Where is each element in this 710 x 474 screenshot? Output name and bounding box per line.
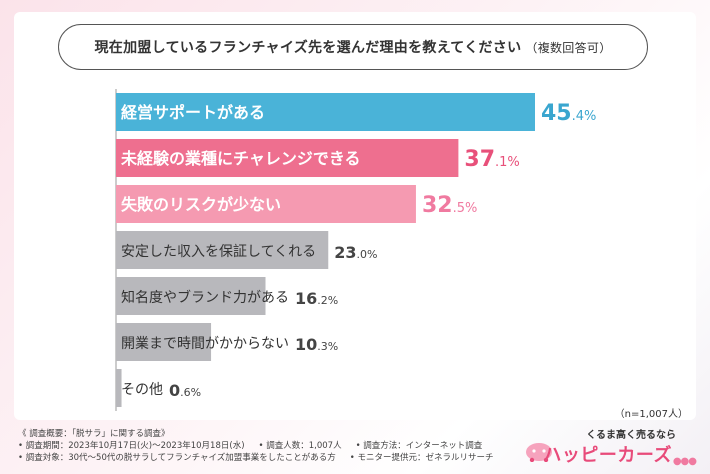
title-text: 現在加盟しているフランチャイズ先を選んだ理由を教えてください	[94, 40, 522, 56]
category-label-4: 安定した収入を保証してくれる	[121, 244, 316, 260]
survey-provider: • モニター提供元：ゼネラルリサーチ	[349, 453, 494, 463]
bar-4	[116, 231, 329, 269]
survey-target: • 調査対象：30代〜50代の脱サラしてフランチャイズ加盟事業をしたことがある方	[18, 453, 336, 463]
brand-logo: くるま高く売るなら ハッピーカーズ ●●●	[496, 426, 697, 470]
title-note: （複数回答可）	[525, 40, 612, 55]
value-label-1: 45.4%	[541, 101, 596, 126]
value-label-3: 32.5%	[422, 193, 477, 218]
survey-footer: 《 調査概要：「脱サラ」に関する調査》 • 調査期間：2023年10月17日(火…	[18, 428, 493, 464]
value-label-2: 37.1%	[464, 147, 519, 172]
sample-size-label: （n=1,007人）	[614, 409, 688, 420]
category-label-1: 経営サポートがある	[121, 103, 265, 122]
category-label-5: 知名度やブランド力がある	[121, 289, 289, 306]
value-label-7: 0.6%	[169, 381, 201, 400]
survey-method: • 調査方法：インターネット調査	[355, 441, 483, 451]
category-label-3: 失敗のリスクが少ない	[121, 195, 281, 214]
value-label-4: 23.0%	[334, 243, 377, 262]
logo-brand: ハッピーカーズ	[543, 445, 672, 466]
chart-title: 現在加盟しているフランチャイズ先を選んだ理由を教えてください （複数回答可）	[58, 24, 648, 70]
bar-5	[116, 277, 266, 315]
bar-3	[116, 185, 416, 223]
bar-2	[116, 139, 459, 177]
category-label-6: 開業まで時間がかからない	[121, 336, 289, 352]
value-label-6: 10.3%	[295, 335, 338, 354]
bar-6	[116, 323, 212, 361]
survey-period: • 調査期間：2023年10月17日(火)〜2023年10月18日(水)	[18, 441, 245, 451]
bar-7	[116, 369, 122, 407]
car-mascot-icon	[526, 443, 552, 462]
survey-count: • 調査人数：1,007人	[258, 441, 342, 451]
survey-summary: 《 調査概要：「脱サラ」に関する調査》	[18, 429, 170, 439]
logo-dots: ●●●	[672, 456, 697, 467]
category-label-2: 未経験の業種にチャレンジできる	[120, 149, 361, 168]
category-label-7: その他	[121, 382, 163, 398]
logo-tagline: くるま高く売るなら	[586, 430, 676, 441]
value-label-5: 16.2%	[295, 289, 338, 308]
bar-1	[116, 93, 535, 131]
